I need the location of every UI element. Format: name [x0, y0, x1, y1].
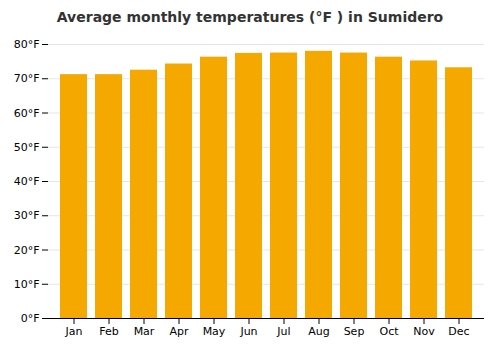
svg-text:Jan: Jan: [65, 325, 83, 338]
html-text:Average monthly temperatures (: Average monthly temperatures (°F ) in Su…: [56, 9, 444, 25]
svg-text:50°F: 50°F: [14, 141, 40, 154]
svg-text:70°F: 70°F: [14, 72, 40, 85]
svg-text:Nov: Nov: [413, 325, 435, 338]
svg-text:Sep: Sep: [344, 325, 365, 338]
svg-text:Dec: Dec: [448, 325, 469, 338]
svg-text:Jun: Jun: [239, 325, 257, 338]
svg-text:Oct: Oct: [379, 325, 399, 338]
svg-text:Jul: Jul: [276, 325, 290, 338]
svg-text:Mar: Mar: [134, 325, 155, 338]
svg-text:80°F: 80°F: [14, 38, 40, 51]
svg-text:20°F: 20°F: [14, 244, 40, 257]
svg-text:Feb: Feb: [99, 325, 118, 338]
svg-text:May: May: [203, 325, 226, 338]
svg-text:40°F: 40°F: [14, 175, 40, 188]
svg-text:30°F: 30°F: [14, 209, 40, 222]
svg-text:Apr: Apr: [169, 325, 189, 338]
svg-text:10°F: 10°F: [14, 278, 40, 291]
svg-text:60°F: 60°F: [14, 107, 40, 120]
svg-text:Aug: Aug: [308, 325, 329, 338]
svg-text:0°F: 0°F: [21, 312, 40, 325]
